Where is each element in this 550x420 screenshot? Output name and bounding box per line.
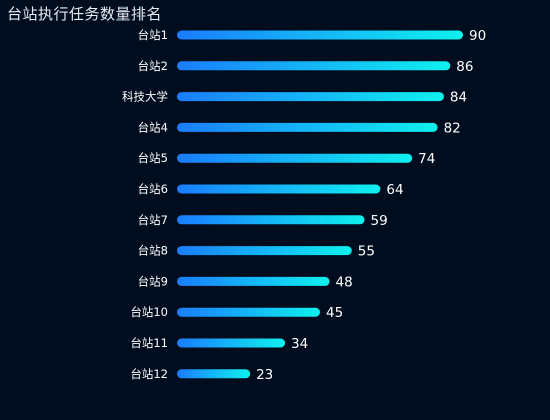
value-label: 48: [336, 274, 353, 290]
bar: [177, 338, 286, 348]
bar: [177, 215, 365, 225]
chart-title: 台站执行任务数量排名: [7, 5, 163, 23]
category-label: 科技大学: [122, 90, 168, 104]
category-label: 台站2: [138, 59, 168, 73]
category-label: 台站1: [138, 28, 168, 42]
value-label: 34: [291, 336, 308, 352]
category-label: 台站9: [138, 274, 168, 288]
category-label: 台站8: [138, 244, 168, 258]
value-label: 84: [450, 90, 467, 106]
bar: [177, 122, 438, 132]
bar: [177, 30, 463, 40]
bar: [177, 246, 352, 256]
bar: [177, 369, 251, 379]
value-label: 90: [469, 28, 486, 44]
value-label: 45: [326, 305, 343, 321]
bar: [177, 153, 413, 163]
category-label: 台站10: [130, 305, 168, 319]
category-label: 台站7: [138, 213, 168, 227]
bar: [177, 92, 444, 102]
value-label: 86: [456, 59, 473, 75]
value-label: 74: [418, 151, 435, 167]
category-label: 台站4: [138, 120, 168, 134]
value-label: 64: [386, 182, 403, 198]
category-label: 台站5: [138, 151, 168, 165]
category-label: 台站11: [130, 336, 168, 350]
bar: [177, 307, 320, 317]
value-label: 82: [444, 120, 461, 136]
category-label: 台站6: [138, 182, 168, 196]
bar: [177, 61, 451, 71]
value-label: 59: [370, 213, 387, 229]
value-label: 55: [358, 244, 375, 260]
bar: [177, 184, 381, 194]
category-label: 台站12: [130, 367, 168, 381]
value-label: 23: [256, 367, 273, 383]
bar: [177, 276, 330, 286]
